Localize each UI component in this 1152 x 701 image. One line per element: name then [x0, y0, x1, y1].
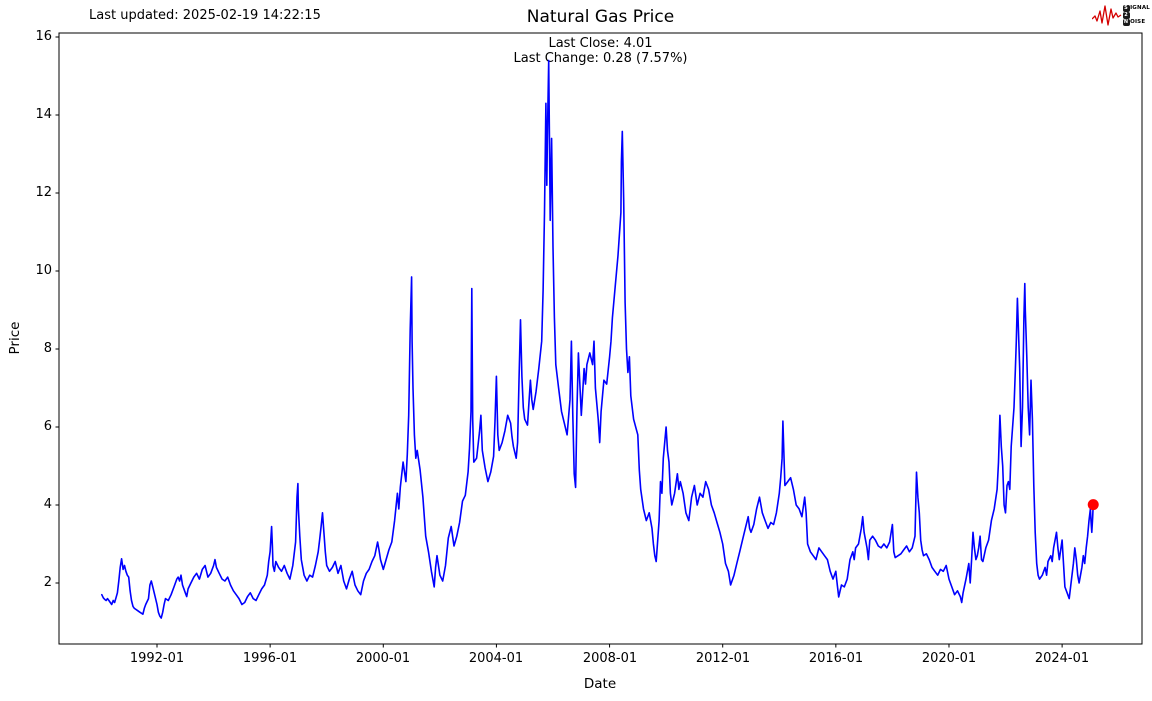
logo-word-signal: IGNAL	[1130, 4, 1150, 11]
x-tick-label: 1996-01	[242, 651, 298, 666]
price-line	[101, 59, 1094, 619]
x-tick-label: 2016-01	[808, 651, 864, 666]
logo-row-signal: S IGNAL	[1122, 4, 1150, 12]
waveform-icon	[1091, 5, 1121, 26]
y-tick-label: 2	[43, 575, 52, 590]
logo-badge-s: S	[1122, 4, 1130, 12]
logo-badge-n: N	[1122, 18, 1130, 26]
logo-row-noise: N OISE	[1122, 18, 1150, 26]
last-updated-text: Last updated: 2025-02-19 14:22:15	[89, 8, 321, 23]
y-tick-label: 6	[43, 419, 52, 434]
logo: S IGNAL 2 N OISE	[1091, 2, 1150, 28]
x-tick-label: 2020-01	[921, 651, 977, 666]
last-change-text: Last Change: 0.28 (7.57%)	[513, 51, 688, 66]
x-tick-label: 2008-01	[582, 651, 638, 666]
logo-word-noise: OISE	[1130, 18, 1146, 25]
last-price-marker	[1087, 499, 1099, 511]
x-tick-label: 1992-01	[129, 651, 185, 666]
x-tick-label: 2024-01	[1034, 651, 1090, 666]
x-tick-label: 2000-01	[355, 651, 411, 666]
logo-badge-2: 2	[1122, 11, 1130, 19]
y-tick-label: 4	[43, 497, 52, 512]
x-tick-label: 2012-01	[695, 651, 751, 666]
y-tick-label: 10	[35, 263, 52, 278]
plot-frame	[58, 32, 1143, 645]
logo-row-2: 2	[1122, 11, 1150, 19]
x-axis-label: Date	[583, 676, 617, 692]
chart-title: Natural Gas Price	[526, 7, 675, 27]
y-tick-label: 8	[43, 341, 52, 356]
y-tick-label: 16	[35, 29, 52, 44]
logo-text: S IGNAL 2 N OISE	[1122, 4, 1150, 26]
y-tick-label: 12	[35, 185, 52, 200]
x-tick-label: 2004-01	[468, 651, 524, 666]
y-tick-label: 14	[35, 107, 52, 122]
last-close-text: Last Close: 4.01	[548, 36, 653, 51]
